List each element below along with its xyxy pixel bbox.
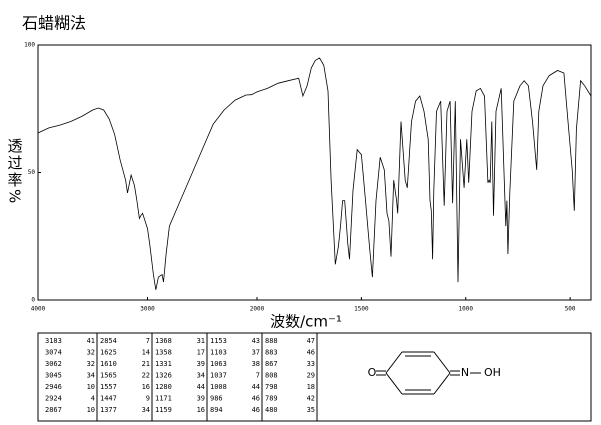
peak-transmittance: 10 xyxy=(87,406,95,414)
peak-transmittance: 44 xyxy=(252,383,260,391)
peak-transmittance: 21 xyxy=(142,360,150,368)
peak-transmittance: 39 xyxy=(197,395,205,403)
peak-wavenumber: 867 xyxy=(265,360,278,368)
peak-transmittance: 7 xyxy=(146,337,150,345)
peak-wavenumber: 1280 xyxy=(155,383,172,391)
y-tick-label: 0 xyxy=(31,297,35,304)
table-frame xyxy=(37,332,592,422)
chart-title: 石蜡糊法 xyxy=(22,14,86,33)
peak-transmittance: 22 xyxy=(142,372,150,380)
y-axis-label: 透过率% xyxy=(6,138,24,205)
peak-wavenumber: 1625 xyxy=(100,349,117,357)
peak-wavenumber: 883 xyxy=(265,349,278,357)
peak-transmittance: 18 xyxy=(307,383,315,391)
atom-label: OH xyxy=(484,366,501,379)
peak-wavenumber: 1326 xyxy=(155,372,172,380)
peak-transmittance: 9 xyxy=(146,395,150,403)
peak-transmittance: 4 xyxy=(91,395,95,403)
peak-wavenumber: 894 xyxy=(210,406,223,414)
x-axis-label: 波数/cm⁻¹ xyxy=(270,313,342,331)
peak-transmittance: 43 xyxy=(252,337,260,345)
peak-transmittance: 34 xyxy=(87,372,95,380)
peak-wavenumber: 1610 xyxy=(100,360,117,368)
peak-wavenumber: 1063 xyxy=(210,360,227,368)
peak-transmittance: 47 xyxy=(307,337,315,345)
peak-transmittance: 32 xyxy=(87,349,95,357)
peak-transmittance: 32 xyxy=(87,360,95,368)
peak-transmittance: 46 xyxy=(252,406,260,414)
structure xyxy=(376,351,481,395)
x-tick-label: 4000 xyxy=(31,306,46,313)
y-tick-label: 100 xyxy=(24,42,35,49)
y-tick-label: 50 xyxy=(28,169,36,176)
peak-wavenumber: 1008 xyxy=(210,383,227,391)
peak-wavenumber: 3183 xyxy=(45,337,62,345)
peak-transmittance: 41 xyxy=(87,337,95,345)
peak-transmittance: 42 xyxy=(307,395,315,403)
peak-wavenumber: 3074 xyxy=(45,349,62,357)
peak-transmittance: 31 xyxy=(197,337,205,345)
peak-transmittance: 16 xyxy=(197,406,205,414)
peak-transmittance: 29 xyxy=(307,372,315,380)
peak-wavenumber: 2867 xyxy=(45,406,62,414)
spectrum-line xyxy=(37,57,592,290)
peak-transmittance: 39 xyxy=(197,360,205,368)
atom-label: O xyxy=(368,366,377,379)
peak-wavenumber: 1447 xyxy=(100,395,117,403)
peak-wavenumber: 1153 xyxy=(210,337,227,345)
peak-transmittance: 17 xyxy=(197,349,205,357)
peak-wavenumber: 1565 xyxy=(100,372,117,380)
x-tick-label: 2000 xyxy=(250,306,265,313)
peak-wavenumber: 3045 xyxy=(45,372,62,380)
peak-transmittance: 7 xyxy=(256,372,260,380)
peak-wavenumber: 888 xyxy=(265,337,278,345)
peak-transmittance: 16 xyxy=(142,383,150,391)
peak-wavenumber: 1358 xyxy=(155,349,172,357)
peak-wavenumber: 808 xyxy=(265,372,278,380)
peak-wavenumber: 2854 xyxy=(100,337,117,345)
peak-transmittance: 46 xyxy=(307,349,315,357)
peak-wavenumber: 798 xyxy=(265,383,278,391)
peak-wavenumber: 1557 xyxy=(100,383,117,391)
peak-wavenumber: 1171 xyxy=(155,395,172,403)
peak-transmittance: 34 xyxy=(197,372,205,380)
peak-transmittance: 37 xyxy=(252,349,260,357)
peak-wavenumber: 2946 xyxy=(45,383,62,391)
peak-transmittance: 10 xyxy=(87,383,95,391)
peak-transmittance: 33 xyxy=(307,360,315,368)
atom-label: N xyxy=(461,366,469,379)
peak-wavenumber: 1037 xyxy=(210,372,227,380)
x-tick-label: 500 xyxy=(565,306,576,313)
peak-wavenumber: 789 xyxy=(265,395,278,403)
peak-transmittance: 44 xyxy=(197,383,205,391)
peak-wavenumber: 986 xyxy=(210,395,223,403)
peak-wavenumber: 1103 xyxy=(210,349,227,357)
peak-wavenumber: 1368 xyxy=(155,337,172,345)
peak-transmittance: 34 xyxy=(142,406,150,414)
x-tick-label: 1000 xyxy=(459,306,474,313)
peak-transmittance: 46 xyxy=(252,395,260,403)
x-tick-label: 1500 xyxy=(354,306,369,313)
plot-frame xyxy=(37,44,592,301)
peak-transmittance: 14 xyxy=(142,349,150,357)
peak-wavenumber: 1159 xyxy=(155,406,172,414)
peak-transmittance: 38 xyxy=(252,360,260,368)
peak-wavenumber: 1377 xyxy=(100,406,117,414)
x-tick-label: 3000 xyxy=(140,306,155,313)
peak-wavenumber: 3062 xyxy=(45,360,62,368)
peak-transmittance: 35 xyxy=(307,406,315,414)
peak-wavenumber: 1331 xyxy=(155,360,172,368)
peak-wavenumber: 480 xyxy=(265,406,278,414)
peak-wavenumber: 2924 xyxy=(45,395,62,403)
